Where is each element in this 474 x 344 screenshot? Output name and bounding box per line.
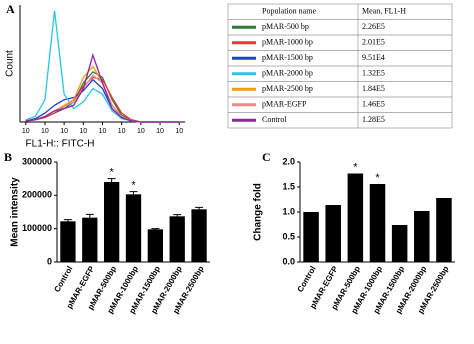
significance-mark: * <box>131 180 136 192</box>
bar <box>169 216 185 262</box>
x-tick-label: 10 <box>156 128 164 135</box>
error-bar <box>195 206 204 212</box>
bar <box>60 221 76 262</box>
table-value: 9.51E4 <box>362 53 385 62</box>
y-tick-label: 1.5 <box>282 181 295 191</box>
legend-label: Control <box>262 115 287 124</box>
table-value: 2.26E5 <box>362 22 385 31</box>
bar <box>369 184 386 262</box>
y-tick-label: 200000 <box>22 190 52 200</box>
table-value: 2.01E5 <box>362 38 385 47</box>
legend-label: pMAR-2500 bp <box>262 84 313 93</box>
y-axis-label: Change fold <box>253 183 264 241</box>
table-value: 1.84E5 <box>362 84 385 93</box>
table-header: Population name <box>262 7 316 16</box>
error-bar <box>173 214 182 218</box>
bar <box>125 194 142 262</box>
x-tick-label: 10 <box>118 128 126 135</box>
x-tick-label: 10 <box>137 128 145 135</box>
panel-label: A <box>6 2 15 16</box>
x-axis-label: FL1-H:: FITC-H <box>26 139 95 150</box>
table-value: 1.46E5 <box>362 100 385 109</box>
y-tick-label: 1.0 <box>282 206 295 216</box>
bar <box>82 217 98 262</box>
y-tick-label: 0.5 <box>282 231 295 241</box>
table-value: 1.28E5 <box>362 115 385 124</box>
bar <box>103 182 120 262</box>
error-bar <box>107 178 116 186</box>
table-header: Mean, FL1-H <box>362 7 406 16</box>
x-tick-label: 10 <box>22 128 30 135</box>
x-tick-label: Control <box>52 265 74 294</box>
legend-label: pMAR-500 bp <box>262 22 309 31</box>
legend-label: pMAR-EGFP <box>262 100 307 109</box>
significance-mark: * <box>110 167 115 179</box>
y-axis-label: Count <box>5 50 16 77</box>
table-value: 1.32E5 <box>362 69 385 78</box>
histogram-line <box>25 10 180 123</box>
legend-label: pMAR-1000 bp <box>262 38 313 47</box>
error-bar <box>129 191 138 197</box>
y-tick-label: 100000 <box>22 223 52 233</box>
significance-mark: * <box>375 172 380 184</box>
legend-label: pMAR-1500 bp <box>262 53 313 62</box>
x-tick-label: Control <box>296 265 318 294</box>
error-bar <box>63 219 72 223</box>
y-axis-label: Mean intensity <box>10 177 21 247</box>
bar <box>414 211 430 262</box>
y-tick-label: 0 <box>47 256 52 266</box>
x-tick-label: 10 <box>175 128 183 135</box>
x-tick-label: 10 <box>41 128 49 135</box>
x-tick-label: 10 <box>79 128 87 135</box>
significance-mark: * <box>353 161 358 173</box>
error-bar <box>85 213 94 221</box>
bar <box>436 198 452 262</box>
panel-label: B <box>4 150 12 164</box>
y-tick-label: 300000 <box>22 156 52 166</box>
bar <box>347 173 364 262</box>
bar <box>325 205 341 262</box>
histogram-line <box>25 52 180 123</box>
legend-label: pMAR-2000 bp <box>262 69 313 78</box>
error-bar <box>151 228 160 230</box>
bar <box>191 209 207 262</box>
panel-label: C <box>262 150 271 164</box>
bar <box>303 212 319 262</box>
x-tick-label: 10 <box>99 128 107 135</box>
x-tick-label: 10 <box>60 128 68 135</box>
bar <box>391 225 408 262</box>
y-tick-label: 0.0 <box>282 256 295 266</box>
y-tick-label: 2.0 <box>282 156 295 166</box>
bar <box>147 229 164 262</box>
